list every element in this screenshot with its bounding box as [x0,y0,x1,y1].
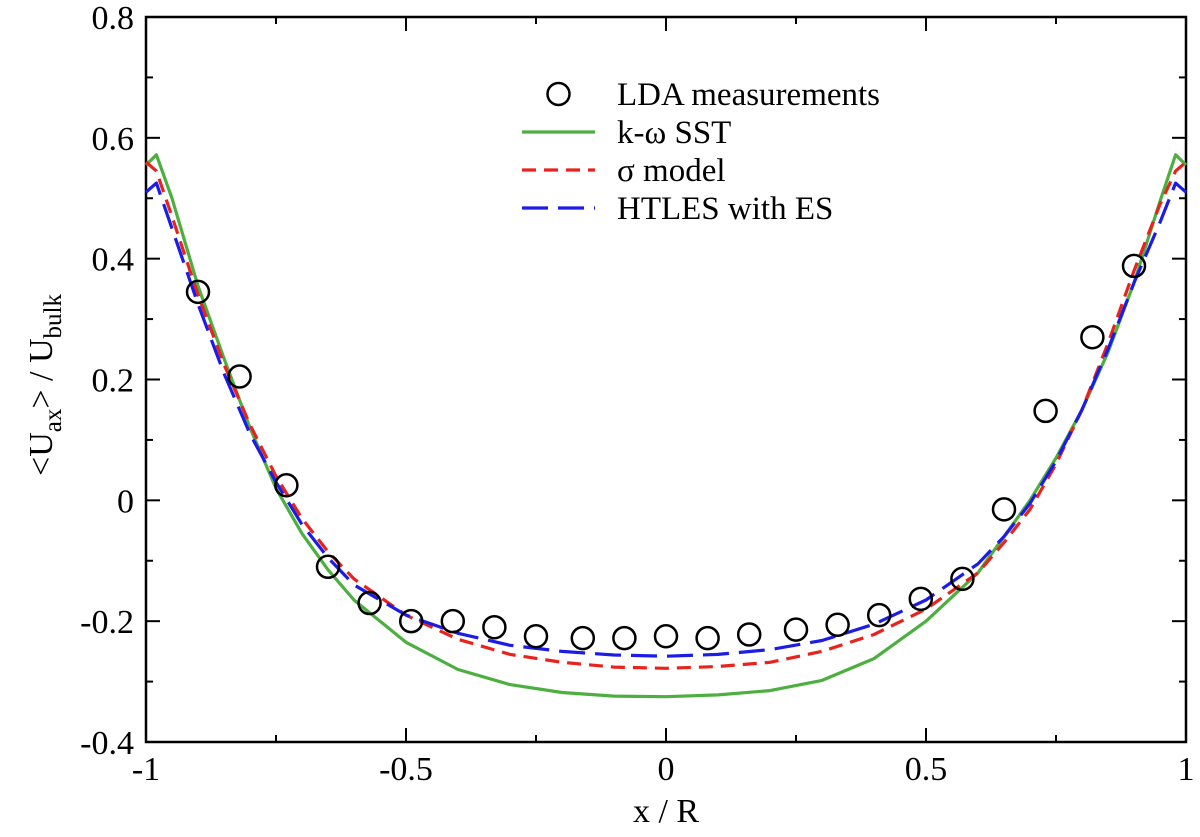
x-axis-label: x / R [633,793,699,830]
y-tick-label: 0.2 [92,363,135,400]
legend-label: LDA measurements [617,77,880,113]
data-point [570,625,596,651]
data-point [398,608,424,634]
legend-item-lda-measurements: LDA measurements [546,77,880,113]
x-tick-label: 1 [1178,751,1195,788]
data-point [736,622,762,647]
data-point [1033,398,1058,424]
y-tick-label: 0.8 [92,0,135,37]
data-point [185,279,211,305]
legend-label: σ model [617,153,726,189]
data-point [825,612,850,638]
series-model [144,160,1188,670]
legend-marker [546,81,571,107]
series-k-sst [144,153,1188,699]
data-point [991,497,1017,522]
series-layer [144,153,1188,699]
data-point [695,625,720,651]
data-point [866,602,892,628]
y-tick-label: 0.4 [92,242,135,279]
series-htles-with-es [144,181,1188,658]
data-point [783,617,809,642]
data-point [653,624,679,649]
legend-label: HTLES with ES [617,191,833,227]
x-tick-label: -1 [132,751,160,788]
series-lda-measurements [185,253,1147,651]
y-label-sub-2: bulk [40,294,67,339]
y-tick-label: 0 [117,483,134,520]
series-line-model [144,160,1188,670]
x-tick-label: 0.5 [905,751,948,788]
data-point [612,625,637,651]
data-point [1080,324,1105,350]
data-point [950,566,975,592]
data-point [274,472,299,498]
y-label-sub-1: ax [40,408,67,432]
axis-ticks: -1 -0.5 0 0.5 1 -0.4 -0.2 0 0.2 0.4 0.6 0.8 [80,0,1194,788]
legend-item-model: σ model [522,153,726,189]
data-point [908,586,934,612]
data-point [227,364,252,389]
y-tick-label: -0.4 [80,725,134,762]
data-point [357,590,382,616]
y-tick-label: 0.6 [92,121,135,158]
legend-item-k-sst: k-ω SST [522,115,731,151]
y-label-part-1: <U [23,432,60,476]
y-axis-label: <Uax> / Ubulk [23,294,67,476]
data-point [315,554,341,580]
x-tick-label: 0 [658,751,675,788]
x-tick-label: -0.5 [379,751,433,788]
data-point [482,614,507,640]
y-tick-label: -0.2 [80,604,134,641]
data-point [1121,253,1147,279]
data-point [523,624,549,649]
data-point [440,608,466,634]
series-line-htles-with-es [144,181,1188,658]
legend-item-htles-with-es: HTLES with ES [522,191,833,227]
y-label-part-2: > / U [23,338,60,408]
series-line-k-sst [144,153,1188,699]
legend-label: k-ω SST [617,115,731,151]
